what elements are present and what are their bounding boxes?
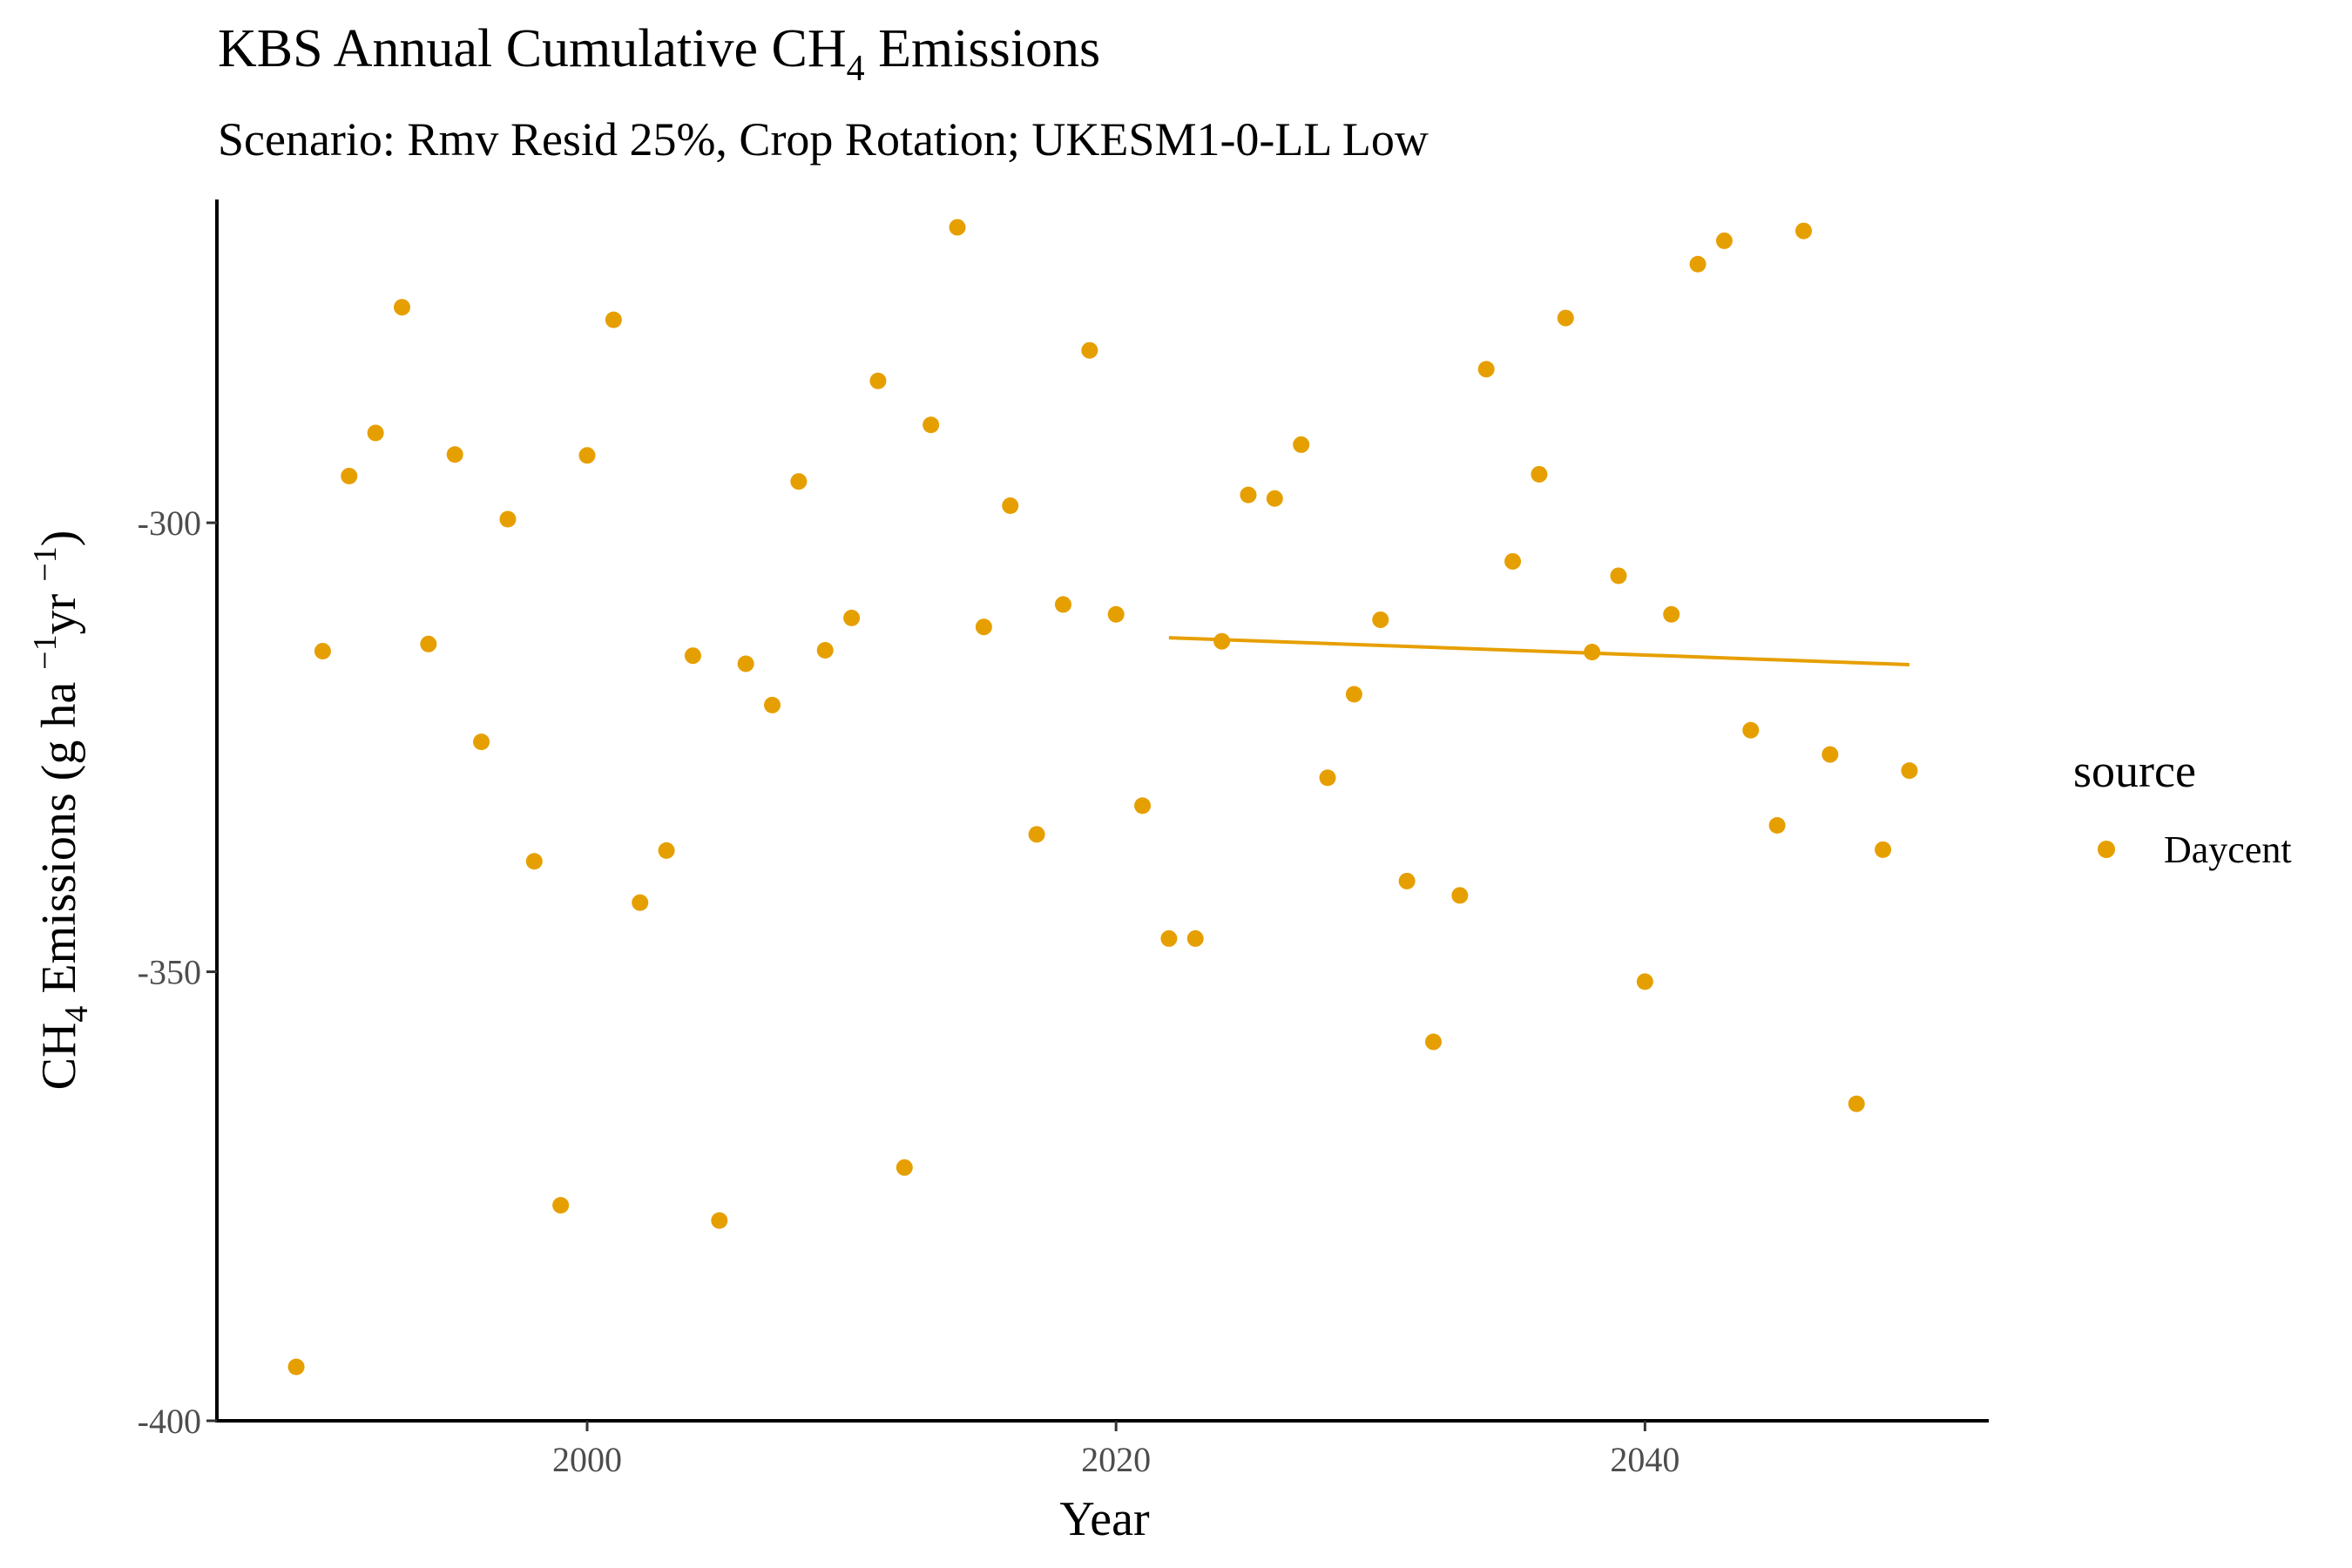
data-point (1451, 887, 1469, 904)
data-point (1081, 341, 1098, 359)
data-point (896, 1159, 913, 1176)
x-tick-label: 2040 (1610, 1440, 1680, 1479)
data-point (1715, 232, 1733, 249)
data-point (737, 655, 754, 672)
data-point (1610, 567, 1627, 585)
data-point (1028, 826, 1045, 843)
data-point (367, 424, 384, 442)
data-point (287, 1358, 305, 1375)
y-tick-label: -300 (138, 504, 201, 543)
legend-title: source (2073, 745, 2196, 797)
data-point (1689, 255, 1707, 273)
legend-label-daycent: Daycent (2164, 828, 2292, 871)
data-point (341, 468, 358, 485)
data-point (1424, 1033, 1442, 1051)
data-point (1240, 486, 1257, 504)
y-axis-label: CH4 Emissions (g ha −1yr −1) (27, 531, 95, 1091)
data-point (1266, 490, 1283, 507)
data-point (1002, 497, 1019, 515)
data-point (816, 642, 834, 659)
data-point (843, 609, 861, 626)
data-point (1504, 552, 1522, 570)
trend-line (1168, 636, 1910, 666)
chart-subtitle: Scenario: Rmv Resid 25%, Crop Rotation; … (218, 113, 1429, 166)
data-point (1160, 929, 1178, 947)
data-point (1054, 596, 1071, 613)
data-point (1398, 872, 1416, 889)
data-point (1107, 605, 1125, 623)
data-point (552, 1197, 570, 1214)
data-point (578, 447, 596, 464)
data-point (711, 1212, 728, 1229)
data-point (446, 446, 463, 463)
data-point (1636, 973, 1653, 990)
data-point (1742, 721, 1760, 739)
data-point (1293, 436, 1310, 453)
y-tick-label: -400 (138, 1402, 201, 1441)
data-point (923, 416, 940, 434)
data-point (658, 841, 675, 859)
data-point (1477, 361, 1495, 378)
data-point (499, 510, 517, 528)
x-tick-label: 2000 (552, 1440, 622, 1479)
data-point (473, 733, 490, 751)
data-point (1186, 929, 1204, 947)
data-point (1134, 797, 1152, 814)
legend: source Daycent (2073, 745, 2292, 871)
data-point (869, 372, 887, 389)
y-axis-ticks: -400 -350 -300 (138, 504, 217, 1441)
data-point (1848, 1095, 1865, 1112)
data-point (394, 299, 411, 316)
data-point (420, 635, 437, 652)
data-point (684, 647, 701, 665)
data-point (525, 853, 543, 870)
data-point (1901, 762, 1918, 780)
data-point (1821, 746, 1839, 763)
data-point (632, 894, 649, 911)
data-point (1768, 817, 1786, 835)
x-axis-label: Year (1059, 1492, 1150, 1546)
chart-title: KBS Annual Cumulative CH4 Emissions (218, 19, 1100, 89)
data-point (975, 618, 992, 636)
data-point (790, 473, 808, 490)
data-point (314, 643, 331, 660)
data-point (1319, 769, 1336, 787)
data-point (1557, 309, 1574, 327)
data-point (1531, 465, 1548, 483)
x-axis-ticks: 2000 2020 2040 (552, 1421, 1680, 1479)
legend-key-daycent (2098, 841, 2115, 858)
y-tick-label: -350 (138, 953, 201, 992)
data-point (949, 219, 966, 236)
x-tick-label: 2020 (1081, 1440, 1151, 1479)
data-point (1345, 686, 1362, 703)
plot-area (287, 219, 1918, 1375)
data-point (1794, 222, 1812, 240)
data-point (764, 696, 781, 713)
data-point (605, 311, 622, 328)
data-point (1372, 611, 1389, 628)
data-point (1663, 605, 1680, 623)
data-point (1875, 841, 1892, 858)
